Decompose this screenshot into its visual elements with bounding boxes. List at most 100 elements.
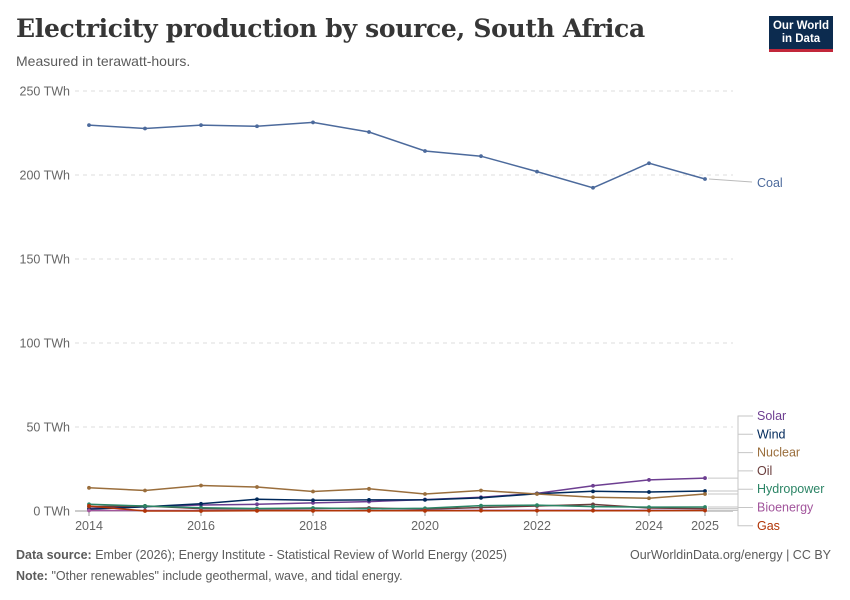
data-point-coal[interactable] (199, 123, 203, 128)
chart-subtitle: Measured in terawatt-hours. (16, 53, 191, 69)
data-point-solar[interactable] (311, 501, 315, 505)
data-point-hydropower[interactable] (479, 503, 483, 508)
series-hydropower[interactable] (87, 502, 707, 511)
x-tick-label: 2014 (75, 519, 103, 533)
x-tick-label: 2020 (411, 519, 439, 533)
data-point-coal[interactable] (535, 169, 539, 174)
series-line-solar[interactable] (88, 477, 706, 510)
series-line-gas[interactable] (88, 505, 706, 512)
x-axis: 2014 2016 2018 2020 2022 2024 2025 (75, 511, 719, 533)
y-tick-label: 150 TWh (20, 253, 71, 267)
series-label-hydropower[interactable]: Hydropower (757, 482, 824, 496)
data-point-hydropower[interactable] (535, 503, 539, 508)
data-point-coal[interactable] (479, 154, 483, 159)
data-point-gas[interactable] (591, 508, 595, 513)
data-point-nuclear[interactable] (535, 492, 539, 496)
footnote-label: Note: (16, 569, 48, 583)
data-point-coal[interactable] (367, 130, 371, 134)
label-connector-coal (708, 178, 753, 183)
series-label-coal[interactable]: Coal (757, 176, 783, 190)
data-point-coal[interactable] (591, 185, 595, 190)
data-point-coal[interactable] (143, 126, 147, 131)
series-label-oil[interactable]: Oil (757, 464, 772, 478)
series-line-coal[interactable] (88, 121, 706, 189)
series-coal[interactable] (87, 120, 707, 190)
label-connector-wind (708, 433, 753, 492)
logo-line-2: in Data (781, 33, 821, 45)
data-point-nuclear[interactable] (311, 489, 315, 494)
series-label-wind[interactable]: Wind (757, 427, 786, 441)
data-point-bioenergy[interactable] (87, 508, 91, 513)
series-label-gas[interactable]: Gas (757, 519, 780, 533)
data-point-hydropower[interactable] (199, 505, 203, 510)
data-point-wind[interactable] (367, 498, 371, 502)
data-point-coal[interactable] (423, 149, 427, 153)
data-point-hydropower[interactable] (143, 504, 147, 508)
data-point-nuclear[interactable] (255, 485, 259, 489)
data-point-nuclear[interactable] (647, 496, 651, 501)
series-line-hydropower[interactable] (88, 503, 706, 510)
data-point-wind[interactable] (479, 495, 483, 500)
series-line-nuclear[interactable] (88, 484, 706, 499)
series-label-bioenergy[interactable]: Bioenergy (757, 501, 814, 515)
x-tick-label: 2018 (299, 519, 327, 533)
data-point-solar[interactable] (255, 502, 259, 507)
data-point-nuclear[interactable] (423, 492, 427, 496)
data-point-gas[interactable] (143, 509, 147, 513)
data-point-wind[interactable] (311, 498, 315, 503)
data-point-gas[interactable] (535, 508, 539, 513)
logo-line-1: Our World (772, 20, 829, 32)
data-point-hydropower[interactable] (591, 504, 595, 509)
series-label-solar[interactable]: Solar (757, 409, 786, 423)
data-point-solar[interactable] (591, 483, 595, 488)
y-tick-label: 50 TWh (26, 421, 70, 435)
data-point-coal[interactable] (311, 120, 315, 125)
data-point-nuclear[interactable] (703, 492, 707, 496)
series-nuclear[interactable] (87, 483, 707, 501)
data-point-wind[interactable] (199, 501, 203, 506)
data-point-coal[interactable] (87, 123, 91, 128)
data-point-nuclear[interactable] (591, 495, 595, 500)
data-point-wind[interactable] (423, 498, 427, 502)
y-tick-label: 100 TWh (20, 337, 71, 351)
data-point-solar[interactable] (703, 476, 707, 480)
credit-link[interactable]: OurWorldinData.org/energy | CC BY (629, 548, 831, 562)
series-lines (87, 120, 707, 513)
data-point-gas[interactable] (87, 504, 91, 508)
data-point-coal[interactable] (703, 177, 707, 181)
owid-logo[interactable]: Our World in Data (769, 16, 833, 52)
data-point-wind[interactable] (647, 490, 651, 494)
chart-title: Electricity production by source, South … (16, 14, 645, 43)
data-point-wind[interactable] (703, 489, 707, 493)
data-point-nuclear[interactable] (87, 485, 91, 490)
data-point-nuclear[interactable] (479, 488, 483, 493)
data-point-gas[interactable] (255, 508, 259, 513)
series-gas[interactable] (87, 504, 707, 513)
label-connector-solar (708, 415, 753, 479)
data-point-gas[interactable] (311, 508, 315, 513)
data-point-nuclear[interactable] (199, 483, 203, 488)
data-point-solar[interactable] (647, 478, 651, 482)
y-tick-label: 0 TWh (33, 505, 70, 519)
data-point-nuclear[interactable] (367, 486, 371, 491)
data-point-gas[interactable] (703, 508, 707, 513)
data-point-hydropower[interactable] (703, 505, 707, 509)
series-line-wind[interactable] (88, 490, 706, 511)
data-point-gas[interactable] (199, 509, 203, 513)
data-point-gas[interactable] (367, 508, 371, 513)
data-point-coal[interactable] (255, 124, 259, 129)
data-point-hydropower[interactable] (647, 505, 651, 510)
data-point-gas[interactable] (423, 508, 427, 513)
data-point-nuclear[interactable] (143, 488, 147, 493)
data-source: Data source: Ember (2026); Energy Instit… (16, 548, 507, 562)
x-tick-label: 2025 (691, 519, 719, 533)
data-point-gas[interactable] (647, 508, 651, 513)
data-point-wind[interactable] (591, 489, 595, 494)
data-point-gas[interactable] (479, 508, 483, 513)
data-point-coal[interactable] (647, 161, 651, 166)
data-source-text[interactable]: Ember (2026); Energy Institute - Statist… (95, 548, 507, 562)
series-label-nuclear[interactable]: Nuclear (757, 446, 800, 460)
y-tick-label: 200 TWh (20, 169, 71, 183)
data-point-wind[interactable] (255, 497, 259, 502)
